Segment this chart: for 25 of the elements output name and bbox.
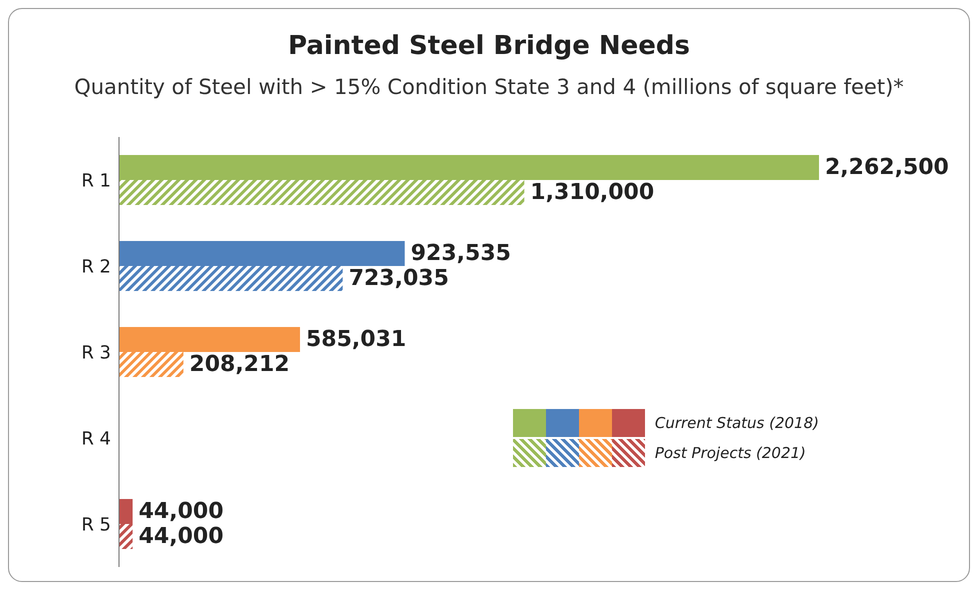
data-label: 723,035	[348, 266, 449, 291]
bar	[119, 499, 133, 524]
data-label: 44,000	[138, 524, 224, 549]
data-label: 2,262,500	[825, 155, 949, 180]
bar	[119, 266, 343, 291]
legend-label: Current Status (2018)	[654, 414, 819, 432]
data-label: 44,000	[138, 499, 224, 524]
data-label: 1,310,000	[530, 180, 654, 205]
bar	[119, 155, 819, 180]
data-label: 585,031	[306, 327, 406, 352]
bar	[119, 524, 133, 549]
y-tick-label: R 2	[81, 256, 111, 278]
y-tick-label: R 1	[81, 170, 111, 192]
bar	[119, 241, 405, 266]
data-label: 208,212	[189, 352, 290, 377]
bar	[119, 327, 300, 352]
y-tick-label: R 3	[81, 342, 111, 364]
data-label: 923,535	[410, 241, 511, 266]
legend-label: Post Projects (2021)	[654, 444, 806, 462]
bar	[119, 180, 524, 205]
chart-title: Painted Steel Bridge Needs	[286, 31, 691, 61]
chart-subtitle: Quantity of Steel with > 15% Condition State 3 and 4 (millions of square feet)*	[73, 75, 905, 99]
bar	[119, 352, 184, 377]
y-tick-label: R 4	[81, 428, 111, 450]
y-tick-label: R 5	[81, 514, 111, 536]
